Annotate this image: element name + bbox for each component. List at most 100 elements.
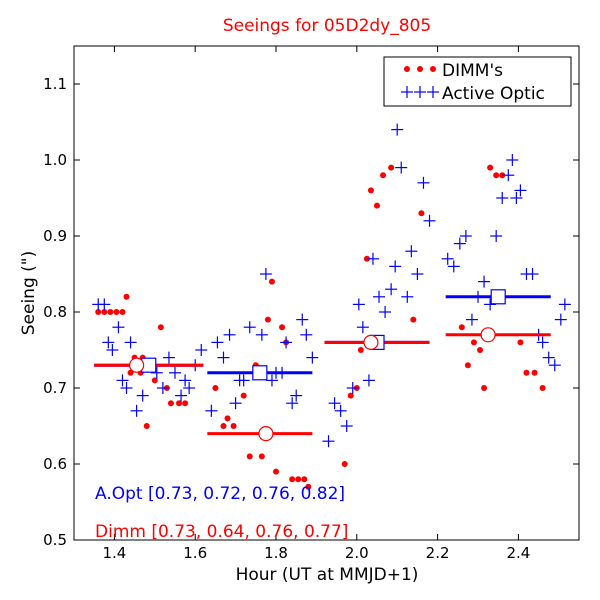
active-optic-point: [322, 435, 335, 448]
active-optic-point: [205, 404, 218, 417]
y-tick-label: 0.6: [43, 455, 67, 473]
dimm-point: [470, 339, 477, 346]
active-optic-point: [526, 268, 539, 280]
active-optic-point: [156, 382, 169, 394]
dimm-point: [539, 385, 546, 391]
active-optic-point: [265, 374, 278, 387]
active-optic-point: [136, 389, 149, 402]
active-optic-point: [478, 275, 491, 288]
dimm-point: [477, 347, 484, 353]
active-optic-point: [334, 404, 347, 417]
x-tick-label: 2.2: [426, 544, 450, 562]
x-tick-label: 2.0: [345, 544, 369, 562]
dimm-point: [264, 316, 271, 323]
dimm-mean-marker: [480, 327, 496, 343]
active-optic-point: [211, 336, 224, 349]
active-optic-point: [306, 351, 319, 364]
active-optic-point: [391, 123, 404, 136]
dimm-point: [380, 172, 387, 179]
active-optic-point: [490, 230, 503, 242]
active-optic-point: [558, 298, 571, 311]
dimm-point: [517, 339, 524, 346]
active-optic-point: [496, 192, 509, 204]
y-tick-label: 0.7: [43, 379, 67, 397]
active-optic-point: [243, 321, 256, 334]
active-optic-point: [106, 344, 119, 356]
active-optic-point: [548, 359, 561, 372]
legend-box: [383, 56, 572, 107]
active-optic-point: [356, 321, 369, 334]
dimm-mean-marker: [129, 357, 145, 373]
active-optic-point: [229, 397, 242, 410]
dimm-point: [113, 309, 120, 315]
dimm-point: [464, 362, 471, 369]
dimm-point: [273, 468, 279, 475]
annotation-dimm-averages: Dimm [0.73, 0.64, 0.76, 0.77]: [95, 522, 348, 542]
legend-dimm-dot: [404, 66, 410, 72]
dimm-point: [301, 476, 308, 483]
dimm-point: [499, 172, 506, 179]
legend-dimm-dot: [417, 66, 423, 72]
y-tick-label: 1.0: [43, 151, 67, 169]
y-tick-label: 0.5: [43, 531, 67, 549]
legend-dimm-label: DIMM's: [442, 61, 503, 81]
dimm-point: [230, 423, 237, 429]
dimm-point: [176, 400, 183, 407]
dimm-point: [347, 392, 354, 399]
legend-active-optic-plus: [427, 86, 439, 98]
active-optic-point: [300, 328, 313, 341]
active-optic-point: [195, 344, 208, 356]
active-optic-point: [183, 382, 196, 394]
dimm-point: [258, 453, 265, 460]
active-optic-point: [290, 389, 303, 402]
active-optic-point: [162, 351, 175, 364]
plot-area: [73, 45, 580, 541]
dimm-point: [157, 324, 164, 331]
active-optic-point: [352, 298, 365, 311]
active-optic-point: [401, 290, 414, 303]
active-optic-point: [536, 336, 549, 349]
legend-active-optic-plus: [414, 86, 426, 98]
plot-frame: [73, 45, 580, 541]
active-optic-point: [389, 260, 402, 273]
dimm-point: [279, 324, 286, 331]
dimm-point: [367, 187, 374, 194]
active-optic-point: [366, 252, 379, 265]
active-optic-point: [286, 397, 299, 410]
active-optic-point: [296, 313, 309, 326]
dimm-point: [363, 255, 370, 262]
dimm-point: [410, 316, 417, 323]
active-optic-point: [130, 404, 143, 417]
active-optic-point: [362, 374, 375, 387]
x-tick-label: 2.4: [506, 544, 530, 562]
dimm-point: [289, 476, 296, 483]
dimm-point: [341, 461, 348, 467]
active-optic-point: [417, 176, 430, 189]
dimm-point: [523, 369, 530, 376]
active-optic-point: [465, 313, 478, 326]
x-axis-label: Hour (UT at MMJD+1): [236, 565, 419, 585]
dimm-point: [224, 415, 231, 422]
dimm-point: [481, 385, 488, 391]
active-optic-point: [502, 169, 515, 182]
dimm-mean-marker: [363, 334, 379, 350]
dimm-point: [101, 309, 108, 315]
dimm-point: [531, 369, 538, 376]
dimm-mean-marker: [258, 426, 274, 442]
legend-dimm-dot: [430, 66, 436, 72]
dimm-point: [305, 483, 312, 490]
ticks-layer: 1.4 1.6 1.8 2.0 2.2 2.4 0.5 0.6 0.7 0.8 0.9 1.0 1.1: [43, 46, 579, 562]
active-optic-point: [373, 290, 386, 303]
active-optic-point: [514, 184, 527, 197]
active-optic-point: [453, 237, 466, 250]
active-optic-mean-marker: [252, 365, 268, 381]
legend-active-optic-marker: [401, 86, 439, 98]
active-optic-point: [179, 374, 192, 387]
dimm-point: [151, 377, 158, 384]
dimm-point: [107, 309, 114, 315]
x-tick-label: 1.4: [102, 544, 126, 562]
x-tick-label: 1.8: [264, 544, 288, 562]
active-optic-mean-marker: [490, 289, 506, 305]
dimm-point: [357, 347, 364, 353]
